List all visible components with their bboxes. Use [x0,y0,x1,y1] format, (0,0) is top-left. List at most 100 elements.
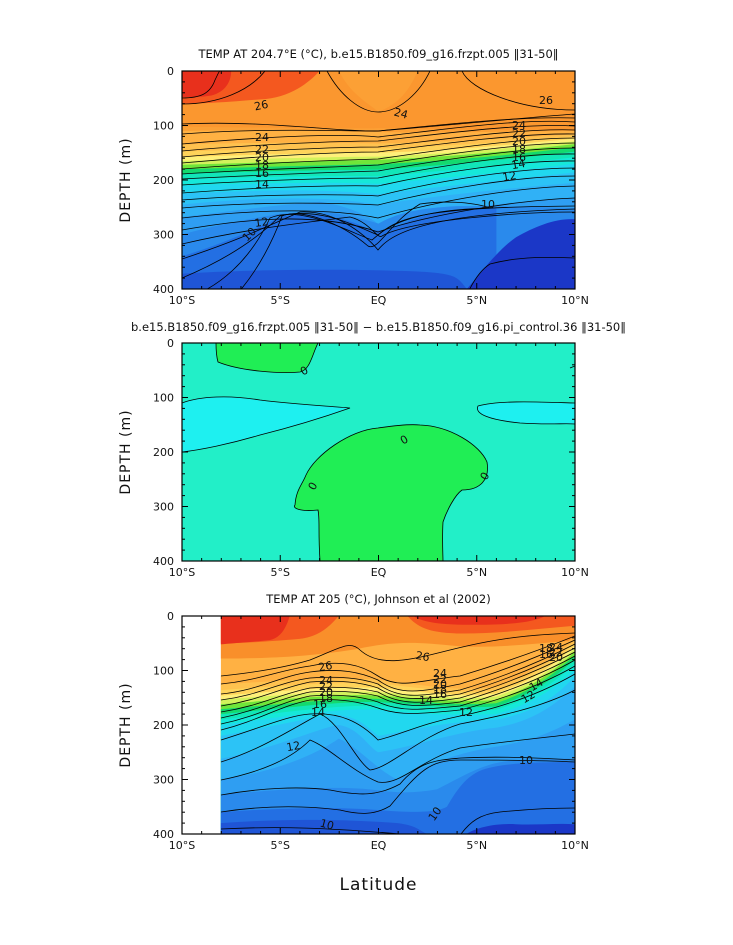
contour-label: 18 [319,692,333,705]
contour-label: 18 [512,143,526,156]
contour-label: 16 [512,151,526,164]
y-axis-label: DEPTH (m) [118,409,134,494]
contour-label: 18 [433,683,447,696]
y-axis-label: DEPTH (m) [118,682,134,767]
y-tick-label: 300 [153,229,174,242]
contour-label: 26 [317,659,333,674]
contour-label: 24 [319,674,333,687]
contour-label: 12 [254,215,270,230]
contour-label: 14 [255,178,269,191]
contour-label: 26 [539,94,553,107]
contour-label: 20 [549,651,563,664]
x-tick-label: 5°N [466,566,487,579]
y-tick-label: 400 [153,283,174,296]
band-t28 [182,71,232,98]
x-tick-label: 10°N [561,839,589,852]
contour-label: 12 [519,688,538,706]
x-tick-label: 5°N [466,294,487,307]
band-t8 [466,823,575,834]
contour-label: 16 [539,648,553,661]
y-tick-label: 200 [153,719,174,732]
y-tick-label: 200 [153,446,174,459]
panel2-contours [182,343,575,561]
y-tick-label: 400 [153,828,174,841]
x-tick-label: 10°N [561,566,589,579]
contour-label: 24 [255,131,269,144]
panel3-contours [220,632,575,834]
contour-label: 24 [433,667,447,680]
x-tick-label: 10°S [169,566,195,579]
y-tick-label: 300 [153,774,174,787]
contour-label: 14 [311,706,325,719]
x-tick-label: 5°S [271,294,290,307]
x-tick-label: EQ [371,294,387,307]
band-t9 [182,269,467,289]
contour-label: 16 [313,698,327,711]
contour-label: 22 [433,673,447,686]
band-t28b [413,616,546,625]
panel3-title: TEMP AT 205 (°C), Johnson et al (2002) [265,592,490,606]
contour-label: 10 [519,754,533,767]
x-axis-label: Latitude [340,875,418,895]
contour-label: 12 [285,739,301,754]
contour-label: 20 [512,135,526,148]
contour-label: 10 [481,198,495,211]
contour-label: 24 [512,119,526,132]
panel1-field: 26 24 26 24 22 20 18 16 14 12 10 24 22 2… [182,71,575,289]
panel2-axes: 10°S 5°S EQ 5°N 10°N 0 100 200 300 400 DEPTH (m) [118,337,589,579]
y-tick-label: 0 [167,65,174,78]
region-positive [294,424,488,561]
panel3-labels: 26 26 24 22 20 18 16 14 12 10 10 24 22 2… [285,641,563,833]
x-tick-label: EQ [371,839,387,852]
panel2-title: b.e15.B1850.f09_g16.frzpt.005 ‖31-50‖ − … [131,320,626,334]
panel3-field: 26 26 24 22 20 18 16 14 12 10 10 24 22 2… [182,616,575,834]
panel1-title: TEMP AT 204.7°E (°C), b.e15.B1850.f09_g1… [197,47,558,61]
x-tick-label: EQ [371,566,387,579]
contour-label: 18 [255,159,269,172]
contour-label: 22 [549,646,563,659]
panel1-labels: 26 24 26 24 22 20 18 16 14 12 10 24 22 2… [240,94,553,244]
region-negative [182,396,350,452]
x-tick-label: 5°S [271,839,290,852]
contour-label: 20 [319,686,333,699]
contour-label: 16 [255,167,269,180]
band-t9 [220,819,428,834]
contour-label: 18 [539,642,553,655]
y-tick-label: 100 [153,665,174,678]
contour-label: 20 [433,678,447,691]
contour-label: 14 [510,157,526,172]
y-tick-label: 300 [153,501,174,514]
contour-label: 12 [459,706,473,719]
panel3-axes: 10°S 5°S EQ 5°N 10°N 0 100 200 300 400 DEPTH (m) [118,610,589,852]
contour-label: 24 [392,106,409,122]
x-tick-label: 10°S [169,839,195,852]
contour-label: 14 [527,676,546,694]
contour-label: 22 [512,127,526,140]
contour-label: 22 [255,143,269,156]
contour-label: 22 [319,680,333,693]
x-tick-label: 5°S [271,566,290,579]
panel1-contours [182,71,575,289]
contour-label: 26 [253,98,269,114]
y-tick-label: 200 [153,174,174,187]
y-tick-label: 100 [153,120,174,133]
band-t8 [466,219,575,289]
contour-label: 14 [419,694,433,707]
region-negative [477,401,575,424]
y-tick-label: 0 [167,337,174,350]
contour-label: 16 [433,688,447,701]
contour-label: 12 [501,169,517,184]
band-t10 [220,762,575,834]
y-tick-label: 100 [153,392,174,405]
contour-label: 24 [549,641,563,654]
contour-label: 26 [415,649,431,664]
y-tick-label: 400 [153,555,174,568]
panel1-axes: 10°S 5°S EQ 5°N 10°N 0 100 200 300 400 DEPTH (m) [118,65,589,307]
x-tick-label: 5°N [466,839,487,852]
contour-label: 20 [255,151,269,164]
band-t28 [220,616,290,645]
x-tick-label: 10°N [561,294,589,307]
y-axis-label: DEPTH (m) [118,137,134,222]
